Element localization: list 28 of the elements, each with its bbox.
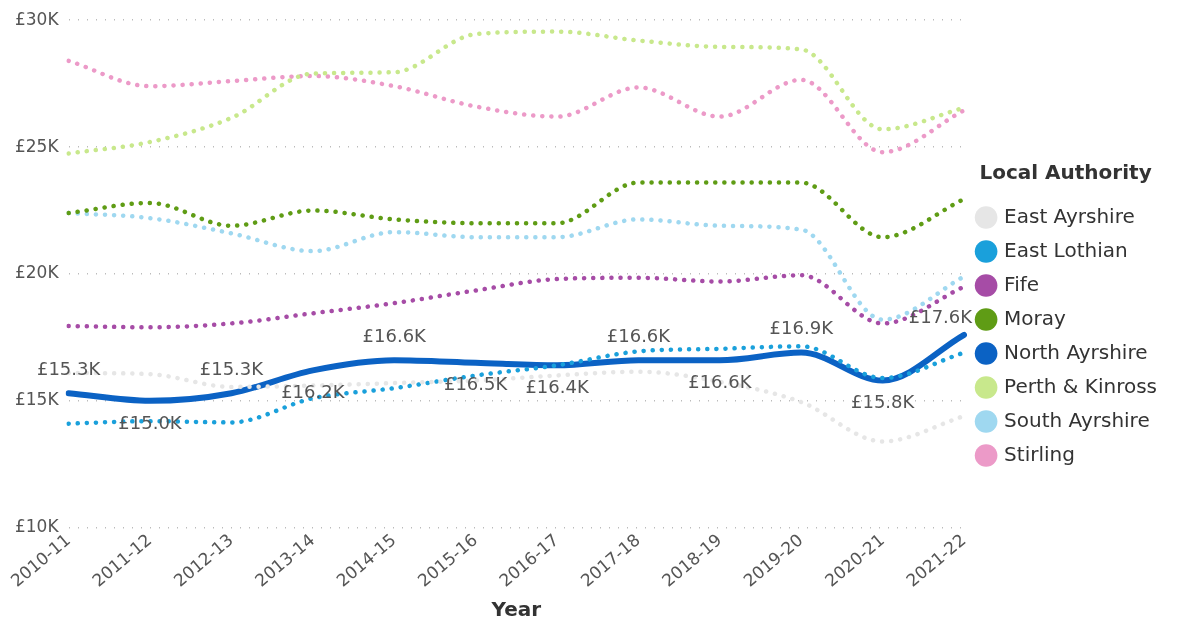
data-label: £15.3K bbox=[199, 357, 265, 379]
data-label: £16.4K bbox=[525, 375, 590, 397]
line-series bbox=[66, 58, 967, 155]
data-label: £16.6K bbox=[606, 324, 672, 346]
data-label: £16.5K bbox=[443, 373, 509, 395]
y-tick-label: £10K bbox=[14, 516, 60, 537]
legend-title: Local Authority bbox=[979, 159, 1152, 184]
legend-label: Perth & Kinross bbox=[1004, 373, 1158, 398]
data-label: £16.9K bbox=[769, 317, 835, 339]
data-label: £16.6K bbox=[362, 324, 428, 346]
data-label: £15.8K bbox=[851, 391, 916, 413]
legend-label: East Ayrshire bbox=[1004, 203, 1135, 228]
data-label: £15.0K bbox=[118, 411, 183, 433]
legend-label: Fife bbox=[1004, 271, 1040, 296]
legend-label: South Ayrshire bbox=[1004, 407, 1150, 432]
y-tick-label: £25K bbox=[14, 135, 60, 156]
x-axis-title: Year bbox=[490, 597, 542, 622]
data-label: £16.6K bbox=[688, 370, 753, 392]
y-tick-label: £20K bbox=[14, 262, 60, 283]
data-label: £16.2K bbox=[281, 381, 346, 403]
legend-label: Stirling bbox=[1004, 441, 1075, 466]
y-tick-label: £30K bbox=[14, 8, 60, 29]
legend-label: Moray bbox=[1004, 305, 1067, 330]
legend-label: East Lothian bbox=[1004, 237, 1128, 262]
legend-label: North Ayrshire bbox=[1004, 339, 1148, 364]
y-tick-label: £15K bbox=[14, 389, 60, 410]
data-label: £17.6K bbox=[908, 305, 974, 327]
data-label: £15.3K bbox=[36, 357, 102, 379]
